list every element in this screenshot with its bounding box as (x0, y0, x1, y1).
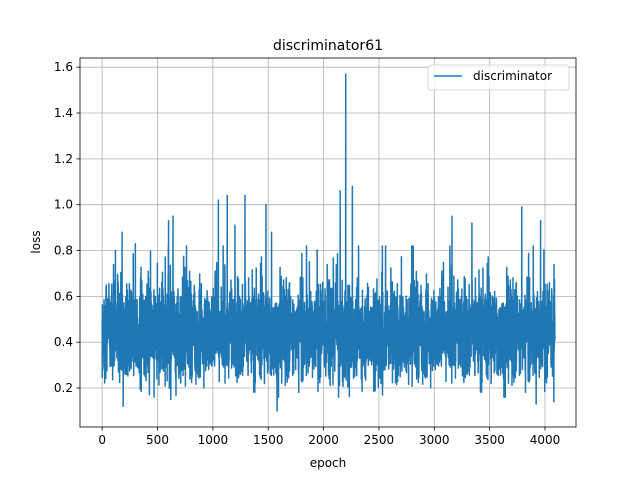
x-axis-label: epoch (310, 456, 347, 470)
x-tick-label: 0 (98, 433, 106, 447)
legend-label-discriminator: discriminator (473, 69, 552, 83)
x-tick-label: 1000 (198, 433, 229, 447)
y-tick-label: 1.4 (54, 106, 73, 120)
chart-title: discriminator61 (273, 38, 383, 54)
x-tick-label: 500 (146, 433, 169, 447)
series-layer (101, 73, 556, 412)
x-tick-label: 2000 (308, 433, 339, 447)
y-axis-label: loss (29, 230, 43, 253)
x-tick-label: 3500 (474, 433, 505, 447)
y-tick-label: 0.6 (54, 289, 73, 303)
y-tick-label: 1.6 (54, 60, 73, 74)
y-tick-label: 0.8 (54, 244, 73, 258)
plot-frame (79, 57, 577, 428)
legend: discriminator (427, 64, 570, 91)
x-tick-label: 1500 (253, 433, 284, 447)
axis-ticks: 0 500 1000 1500 2000 2500 3000 3500 4000 0.2 0.4 0.… (54, 60, 560, 447)
series-line-discriminator (101, 73, 556, 412)
legend-box (427, 64, 570, 91)
y-tick-label: 1.2 (54, 152, 73, 166)
y-tick-label: 1.0 (54, 198, 73, 212)
y-tick-label: 0.4 (54, 335, 73, 349)
y-tick-label: 0.2 (54, 381, 73, 395)
x-tick-label: 3000 (419, 433, 450, 447)
x-tick-label: 4000 (530, 433, 561, 447)
x-tick-label: 2500 (364, 433, 395, 447)
